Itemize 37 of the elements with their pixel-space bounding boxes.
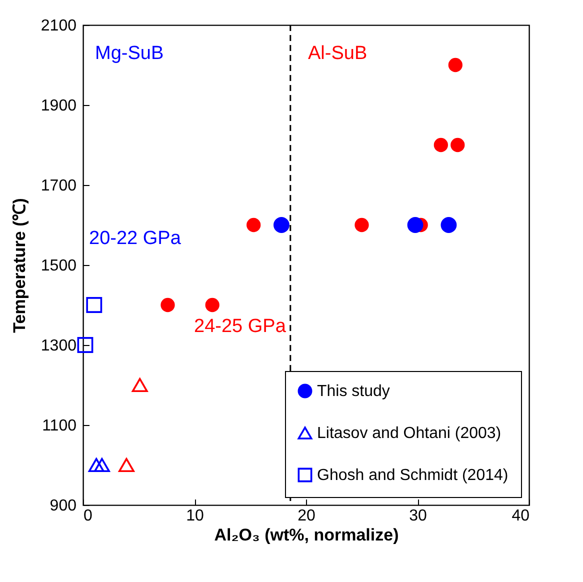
point: [440, 217, 457, 233]
y-axis-title: Temperature (℃): [10, 198, 29, 333]
legend-label: Litasov and Ohtani (2003): [317, 425, 502, 442]
legend-label: This study: [317, 383, 390, 400]
x-tick-label: 20: [298, 508, 316, 524]
y-tick-label: 1700: [40, 178, 77, 194]
point: [246, 218, 261, 232]
point: [88, 458, 104, 472]
point: [450, 138, 465, 152]
y-tick-label: 2100: [40, 18, 77, 34]
x-tick-label: 0: [84, 508, 92, 524]
point: [448, 58, 462, 72]
y-tick-label: 1900: [40, 98, 77, 114]
y-tick-label: 1100: [42, 418, 77, 434]
x-tick-label: 30: [409, 508, 427, 524]
annotation: Al-SuB: [308, 43, 368, 64]
point: [274, 217, 290, 233]
point: [77, 337, 94, 353]
point: [132, 378, 148, 392]
legend-label: Ghosh and Schmidt (2014): [317, 467, 508, 484]
point: [407, 217, 424, 233]
y-tick-label: 900: [50, 498, 77, 514]
annotation: 24-25 GPa: [194, 316, 286, 337]
annotation: Mg-SuB: [95, 43, 164, 64]
point: [434, 138, 448, 152]
point: [118, 458, 134, 472]
x-tick-label: 10: [186, 508, 204, 524]
point: [160, 298, 175, 312]
point: [205, 298, 220, 312]
x-axis-title: Al₂O₃ (wt%, normalize): [214, 526, 399, 544]
y-tick-label: 1300: [40, 338, 77, 354]
y-tick-label: 1500: [40, 258, 77, 274]
point: [354, 218, 369, 232]
x-tick-label: 40: [512, 508, 530, 524]
annotation: 20-22 GPa: [89, 228, 182, 249]
point: [94, 458, 110, 472]
point: [86, 297, 102, 313]
